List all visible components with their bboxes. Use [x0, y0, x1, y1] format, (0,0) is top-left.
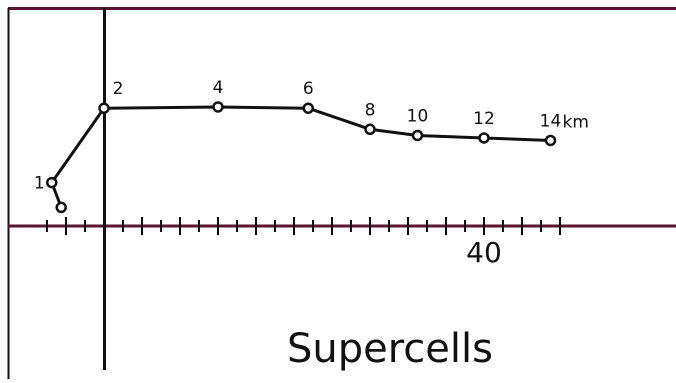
point-label: 1: [34, 174, 45, 194]
point-label: 4: [213, 78, 224, 98]
point-label: 2: [113, 79, 124, 99]
point-label: 14: [540, 111, 562, 131]
hodograph-point-labels: 12 4 68 10 12 14: [34, 78, 561, 194]
x-tick-label: 40: [466, 236, 502, 269]
data-point: [411, 129, 424, 142]
point-label: 8: [365, 100, 376, 120]
hodograph-points: [46, 101, 557, 214]
data-point: [55, 201, 67, 214]
unit-label: km: [563, 112, 589, 132]
data-point: [302, 102, 314, 114]
data-point: [46, 176, 58, 189]
data-point: [544, 134, 557, 147]
data-point: [478, 132, 490, 144]
point-label: 6: [303, 79, 314, 99]
point-label: 10: [407, 106, 429, 126]
data-point: [98, 102, 110, 114]
point-label: 12: [473, 109, 495, 129]
x-axis-tick-labels: 40: [466, 236, 502, 269]
x-axis-ticks: [46, 217, 561, 235]
data-point: [364, 123, 376, 136]
chart-title: Supercells: [287, 326, 493, 372]
data-point: [212, 101, 224, 113]
